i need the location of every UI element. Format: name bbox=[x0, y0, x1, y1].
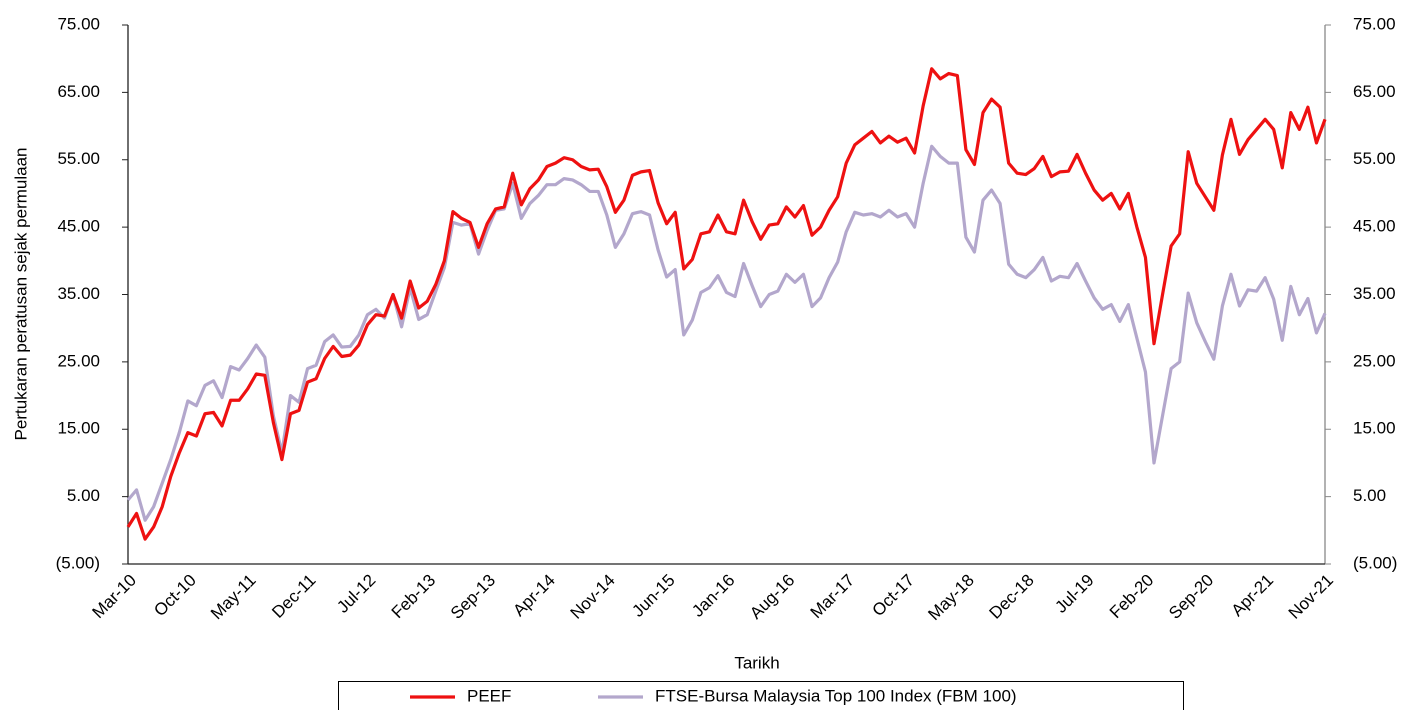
x-tick-label: Nov-21 bbox=[1285, 571, 1337, 623]
y-axis-title: Pertukaran peratusan sejak permulaan bbox=[11, 148, 30, 441]
y-tick-label: 35.00 bbox=[57, 284, 100, 303]
y2-tick-label: 15.00 bbox=[1353, 419, 1396, 438]
series-line bbox=[126, 67, 1327, 541]
y2-tick-label: 5.00 bbox=[1353, 486, 1386, 505]
x-tick-label: Mar-17 bbox=[807, 571, 859, 623]
legend-box bbox=[338, 681, 1184, 710]
y-tick-label: 25.00 bbox=[57, 351, 100, 370]
x-tick-label: Feb-13 bbox=[388, 571, 440, 623]
x-tick-label: Dec-18 bbox=[986, 571, 1038, 623]
x-tick-label: Dec-11 bbox=[268, 571, 319, 622]
y-tick-label: 5.00 bbox=[67, 486, 100, 505]
x-tick-label: Jan-16 bbox=[688, 571, 738, 621]
x-tick-label: Oct-17 bbox=[869, 571, 919, 621]
x-tick-label: Aug-16 bbox=[746, 571, 798, 623]
x-tick-label: Feb-20 bbox=[1106, 571, 1158, 623]
series-line bbox=[126, 144, 1327, 522]
legend-label: PEEF bbox=[467, 686, 511, 705]
y-tick-label: 55.00 bbox=[57, 149, 100, 168]
y-tick-label: 45.00 bbox=[57, 217, 100, 236]
x-tick-label: Jul-19 bbox=[1051, 571, 1097, 617]
y2-tick-label: 55.00 bbox=[1353, 149, 1396, 168]
x-tick-label: May-11 bbox=[207, 571, 260, 624]
y2-tick-label: 25.00 bbox=[1353, 351, 1396, 370]
x-tick-label: Apr-14 bbox=[509, 571, 559, 621]
x-tick-label: Jul-12 bbox=[333, 571, 379, 617]
y-tick-label: 75.00 bbox=[57, 14, 100, 33]
x-tick-label: Mar-10 bbox=[88, 571, 140, 623]
x-axis-title: Tarikh bbox=[734, 653, 779, 672]
y2-tick-label: (5.00) bbox=[1353, 553, 1397, 572]
y-tick-label: 15.00 bbox=[57, 419, 100, 438]
y-tick-label: (5.00) bbox=[56, 553, 100, 572]
x-tick-label: Apr-21 bbox=[1228, 571, 1278, 621]
y2-tick-label: 65.00 bbox=[1353, 82, 1396, 101]
y2-tick-label: 45.00 bbox=[1353, 217, 1396, 236]
x-tick-label: Oct-10 bbox=[150, 571, 200, 621]
y-tick-label: 65.00 bbox=[57, 82, 100, 101]
x-tick-label: May-18 bbox=[924, 571, 978, 625]
x-tick-label: Jun-15 bbox=[628, 571, 678, 621]
x-tick-label: Nov-14 bbox=[567, 571, 619, 623]
legend-label: FTSE-Bursa Malaysia Top 100 Index (FBM 1… bbox=[655, 686, 1017, 705]
x-tick-label: Sep-13 bbox=[447, 571, 499, 623]
x-tick-label: Sep-20 bbox=[1165, 571, 1217, 623]
y2-tick-label: 75.00 bbox=[1353, 14, 1396, 33]
y2-tick-label: 35.00 bbox=[1353, 284, 1396, 303]
